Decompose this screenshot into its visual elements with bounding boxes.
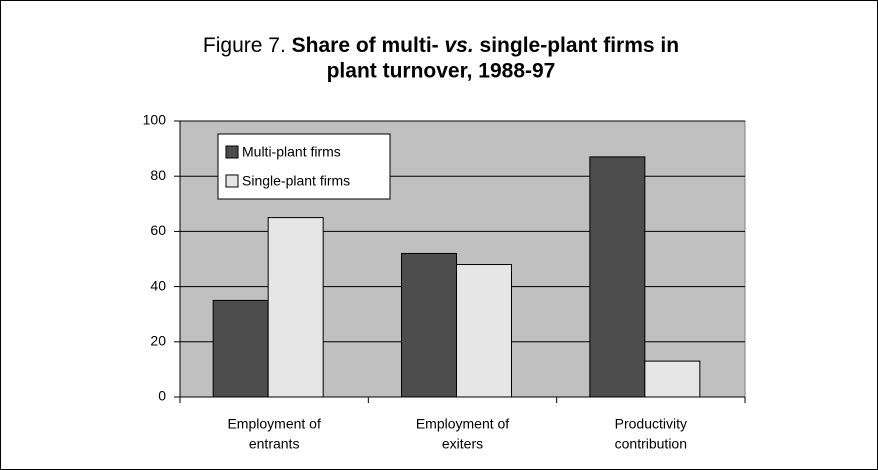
y-tick-label: 20: [150, 333, 166, 349]
x-tick-label: Employment of: [416, 416, 509, 432]
bar: [212, 299, 269, 398]
legend-label: Single-plant firms: [242, 173, 350, 189]
bar: [267, 217, 324, 398]
y-tick-label: 0: [158, 388, 166, 404]
title-part: vs.: [445, 34, 474, 57]
x-tick-label: exiters: [442, 436, 483, 452]
chart-title: plant turnover, 1988-97: [327, 60, 556, 83]
y-tick-label: 80: [150, 167, 166, 183]
y-tick-label: 60: [150, 222, 166, 238]
bar: [589, 156, 646, 398]
bar: [456, 264, 512, 398]
chart-title: Figure 7. Share of multi- vs. single-pla…: [203, 34, 679, 57]
bar: [644, 360, 701, 398]
title-part: single-plant firms in: [480, 34, 680, 57]
bar: [401, 252, 457, 398]
x-tick-label: contribution: [615, 436, 687, 452]
title-part: Share of multi-: [292, 34, 439, 57]
x-tick-label: Employment of: [227, 416, 320, 432]
x-tick-label: entrants: [249, 436, 300, 452]
legend-swatch: [225, 145, 239, 159]
title-part: Figure 7.: [203, 34, 286, 57]
y-tick-label: 100: [143, 112, 167, 128]
legend: [217, 133, 391, 200]
legend-label: Multi-plant firms: [242, 144, 341, 160]
y-tick-label: 40: [150, 277, 166, 293]
legend-swatch: [225, 174, 239, 188]
x-tick-label: Productivity: [615, 416, 687, 432]
